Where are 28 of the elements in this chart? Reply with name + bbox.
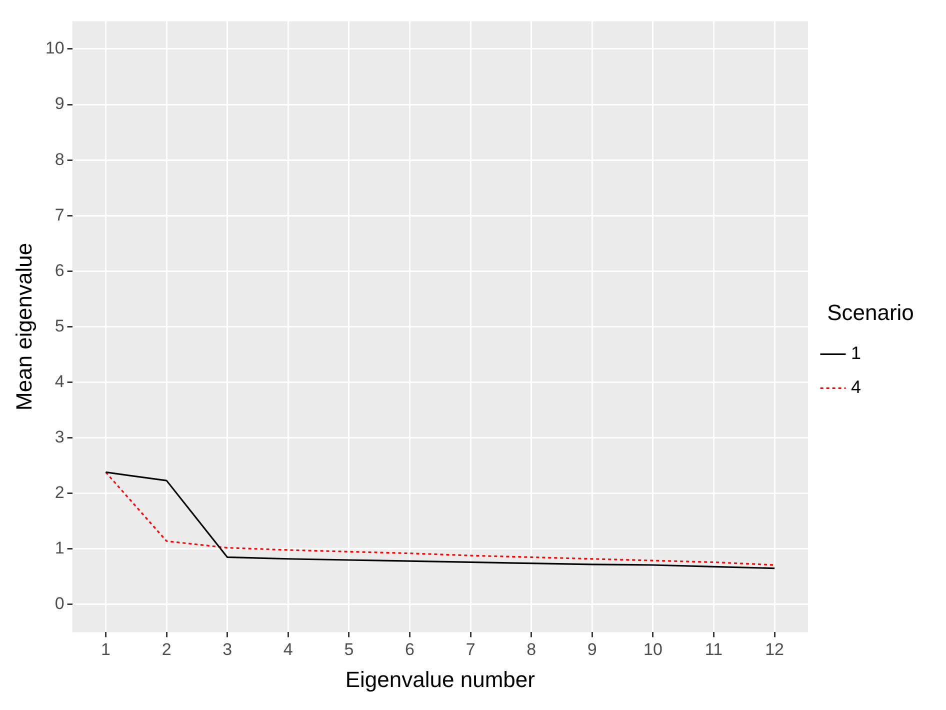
legend-label: 1 (851, 343, 862, 364)
x-tick-label: 12 (765, 640, 784, 660)
x-tick-label: 2 (162, 640, 172, 660)
y-tick-label: 7 (54, 205, 64, 224)
y-tick-label: 9 (54, 94, 64, 114)
x-tick-label: 5 (344, 640, 354, 660)
x-tick-label: 10 (643, 640, 662, 660)
y-tick-label: 8 (54, 150, 64, 169)
x-tick-label: 3 (222, 640, 232, 660)
y-tick-label: 2 (54, 483, 64, 502)
x-tick-label: 8 (526, 640, 536, 660)
y-tick-label: 4 (54, 372, 64, 391)
y-tick-label: 0 (54, 594, 64, 614)
legend-label: 4 (851, 377, 862, 398)
x-tick-label: 7 (466, 640, 476, 660)
y-tick-label: 10 (45, 38, 64, 58)
x-tick-label: 11 (704, 640, 723, 660)
x-tick-label: 6 (405, 640, 414, 660)
x-tick-label: 9 (587, 640, 597, 660)
x-tick-label: 4 (283, 640, 293, 660)
legend-title: Scenario (827, 300, 914, 325)
x-axis-title: Eigenvalue number (345, 666, 535, 692)
y-axis-title: Mean eigenvalue (11, 242, 36, 410)
y-tick-label: 1 (54, 538, 64, 558)
y-tick-label: 3 (54, 427, 64, 446)
y-tick-label: 6 (54, 260, 64, 280)
x-tick-label: 1 (101, 640, 110, 660)
y-tick-label: 5 (54, 316, 64, 336)
